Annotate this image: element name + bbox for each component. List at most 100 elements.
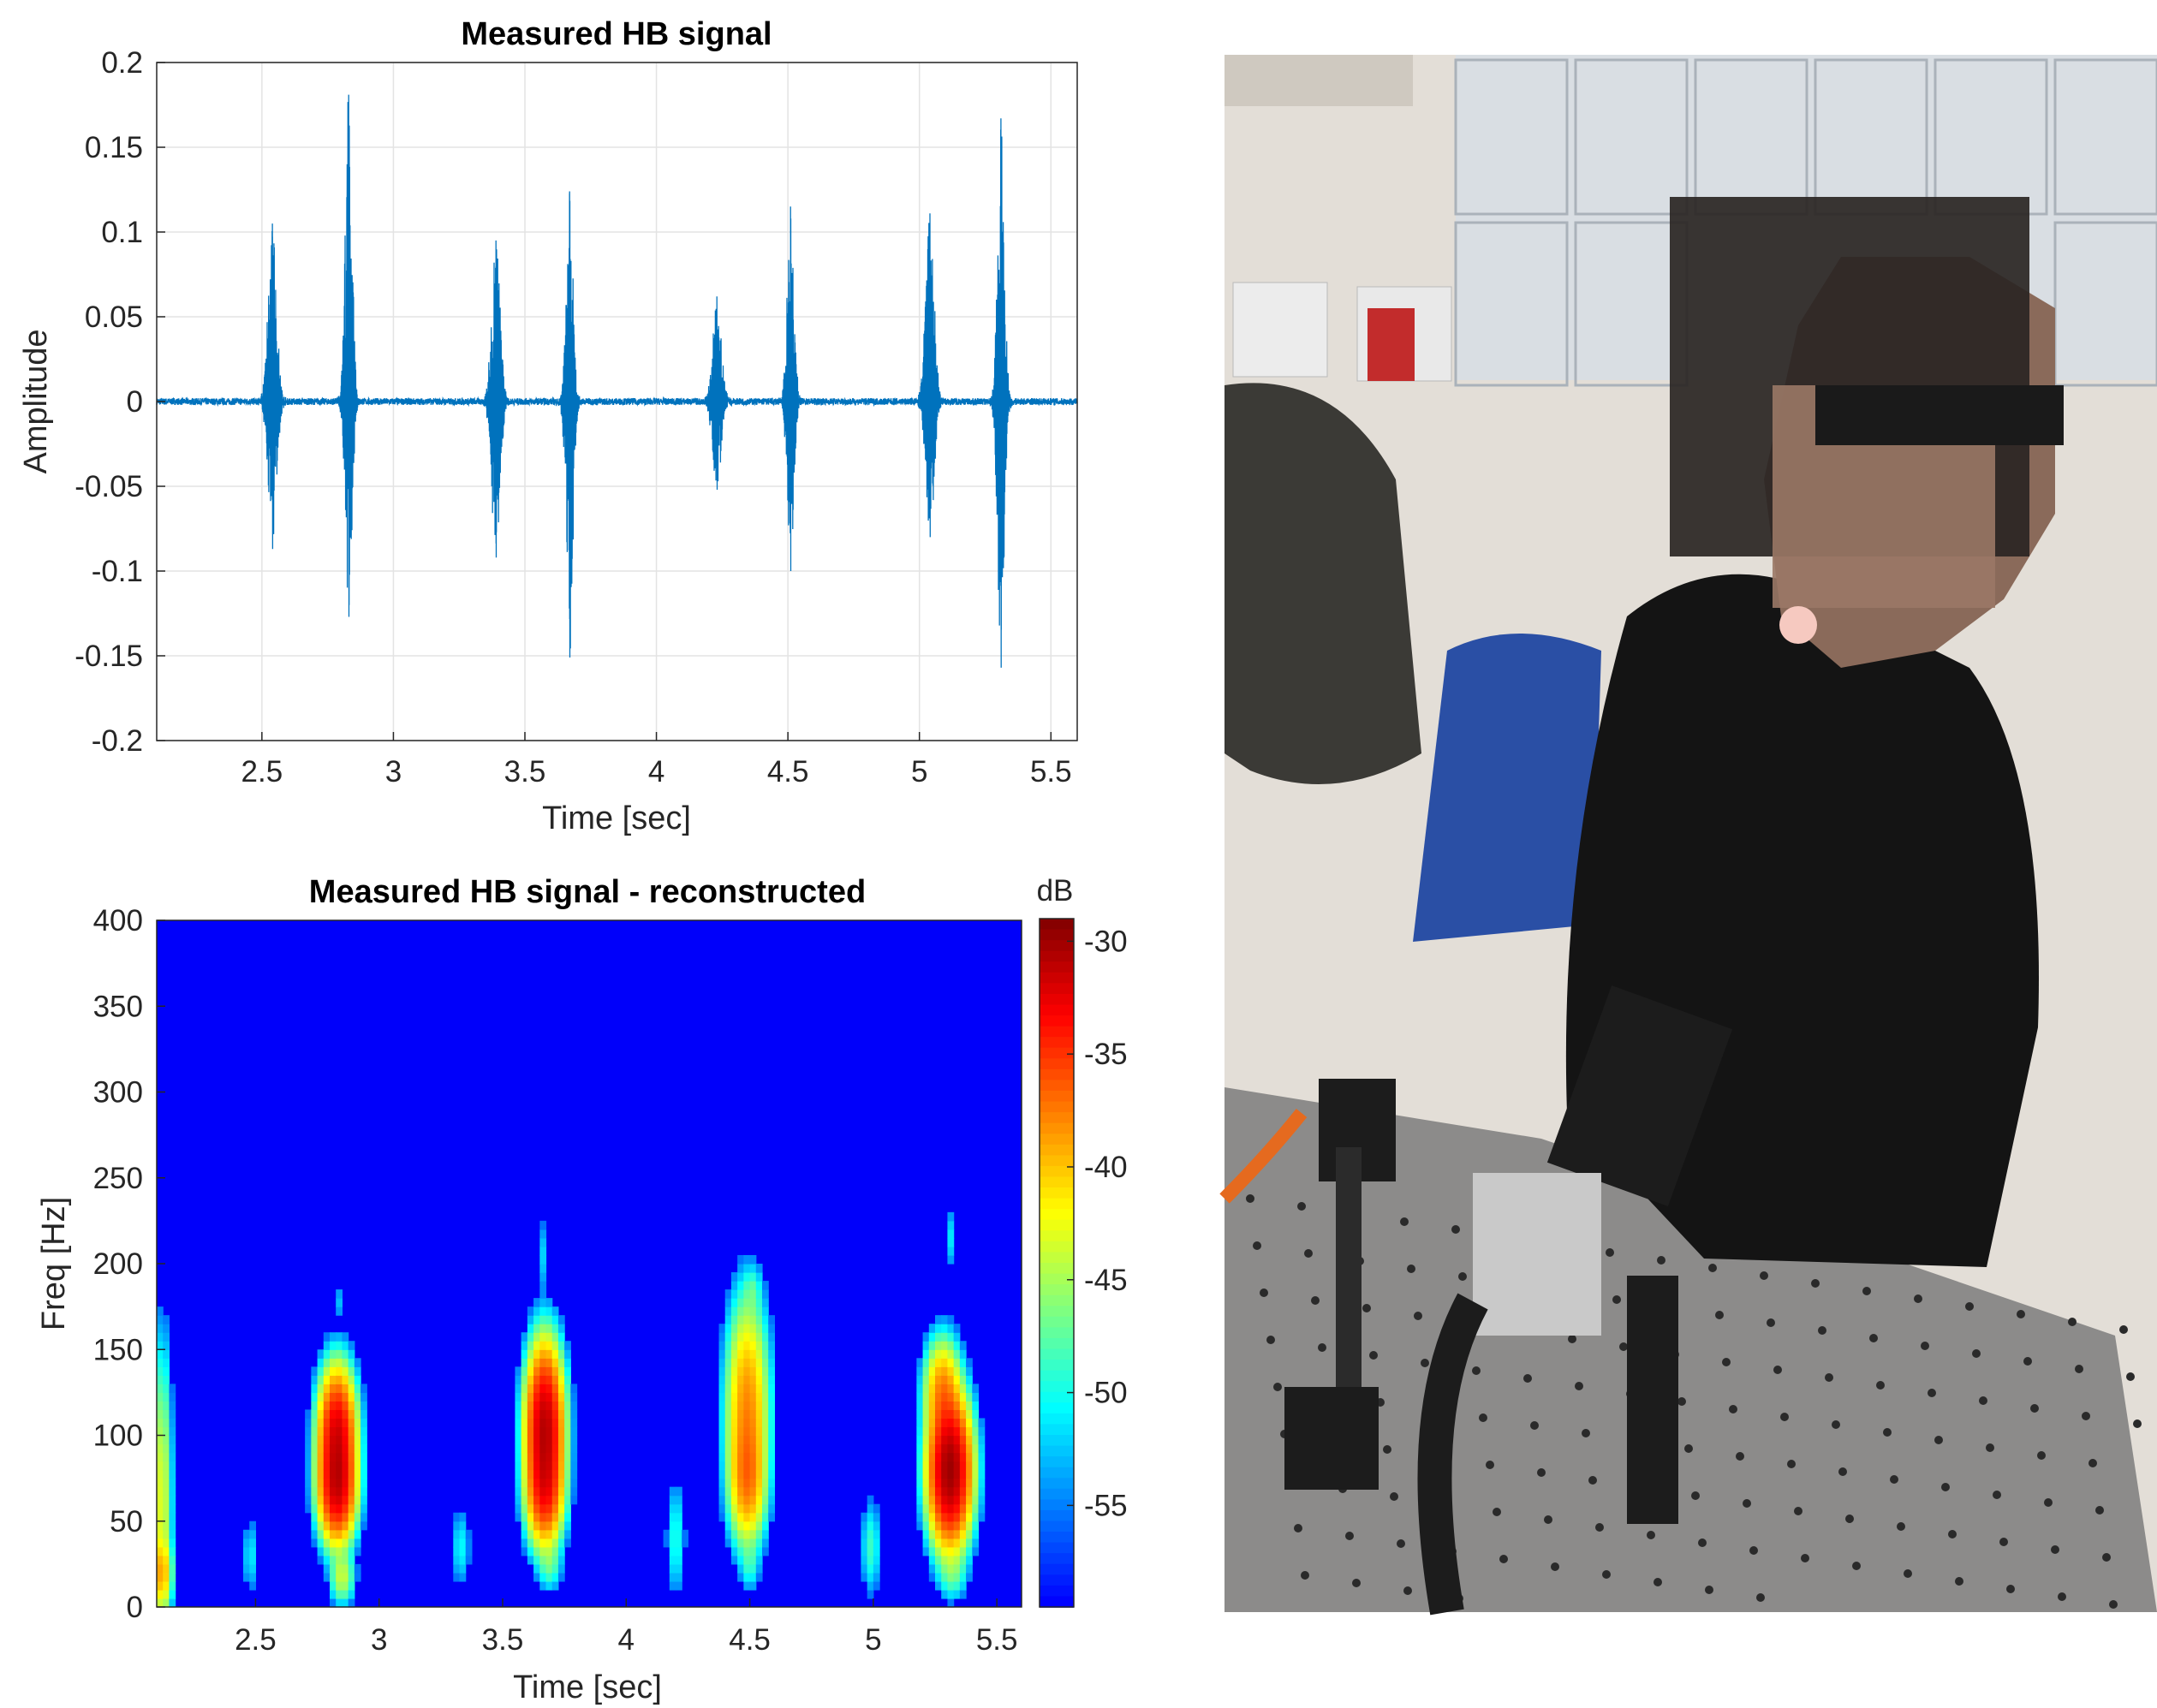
spectrogram-cell xyxy=(465,1538,473,1548)
table-hole xyxy=(1311,1296,1320,1305)
spectrogram-cell xyxy=(360,1478,367,1488)
spectrogram-cell xyxy=(342,1418,349,1428)
spectrogram-cell xyxy=(163,1521,170,1531)
table-hole xyxy=(1904,1569,1912,1578)
spectrogram-cell xyxy=(935,1384,942,1393)
spectrogram-cell xyxy=(157,1358,164,1367)
spectrogram-cell xyxy=(354,1469,361,1479)
spectrogram-cell xyxy=(718,1495,726,1505)
spectrogram-cell xyxy=(916,1401,924,1411)
spectrogram-cell xyxy=(762,1478,769,1488)
spectrogram-cell xyxy=(743,1538,751,1548)
spectrogram-cell xyxy=(336,1298,343,1307)
spectrogram-cell xyxy=(768,1469,776,1479)
table-hole xyxy=(1362,1304,1371,1312)
colorbar-swatch xyxy=(1040,1187,1074,1199)
spectrogram-cell xyxy=(928,1461,936,1471)
colorbar-swatch xyxy=(1040,1122,1074,1135)
table-hole xyxy=(1537,1468,1546,1477)
spectrogram-cell xyxy=(157,1315,164,1324)
spectrogram-cell xyxy=(564,1486,571,1497)
spectrogram-cell xyxy=(966,1546,973,1556)
table-hole xyxy=(1760,1271,1768,1280)
spectrogram-cell xyxy=(551,1555,559,1565)
spectrogram-cell xyxy=(330,1512,337,1522)
spectrogram-cell xyxy=(169,1401,176,1411)
colorbar-swatch xyxy=(1040,1037,1074,1049)
spectrogram-cell xyxy=(867,1512,874,1522)
table-hole xyxy=(1986,1443,1994,1452)
spectrogram-cell xyxy=(157,1418,164,1428)
spectrogram-cell xyxy=(873,1563,880,1574)
spectrogram-cell xyxy=(669,1572,676,1582)
spectrogram-cell xyxy=(527,1366,534,1376)
spectrogram-cell xyxy=(743,1546,751,1556)
spectrogram-cell xyxy=(533,1306,540,1316)
spectrogram-cell xyxy=(539,1375,547,1384)
spectrogram-cell xyxy=(539,1392,547,1402)
spectrogram-cell xyxy=(718,1384,726,1393)
spectrogram-cell xyxy=(947,1409,955,1419)
spectrogram-cell xyxy=(966,1384,973,1393)
spectrogram-cell xyxy=(323,1529,331,1539)
spectrogram-cell xyxy=(157,1589,164,1599)
spectrogram-cell xyxy=(360,1435,367,1445)
spectrogram-cell xyxy=(768,1384,776,1393)
spectrogram-cell xyxy=(311,1418,319,1428)
signal-y-tick-label: 0 xyxy=(127,385,143,419)
table-hole xyxy=(1397,1539,1405,1548)
spectrogram-cell xyxy=(515,1426,522,1437)
spectrogram-cell xyxy=(336,1503,343,1514)
spectrogram-cell xyxy=(935,1426,942,1437)
spectrogram-cell xyxy=(336,1546,343,1556)
spectrogram-cell xyxy=(873,1512,880,1522)
spectrogram-cell xyxy=(163,1598,170,1608)
spectrogram-cell xyxy=(762,1521,769,1531)
spectrogram-cell xyxy=(737,1521,744,1531)
spectrogram-cell xyxy=(342,1563,349,1574)
table-hole xyxy=(1869,1334,1878,1342)
spectrogram-cell xyxy=(922,1461,930,1471)
spectrogram-cell xyxy=(527,1315,534,1324)
spectrogram-cell xyxy=(539,1529,547,1539)
spectrogram-cell xyxy=(743,1478,751,1488)
spectrogram-cell xyxy=(941,1315,949,1324)
spectrogram-cell xyxy=(317,1366,325,1376)
spectrogram-cell xyxy=(564,1366,571,1376)
spectrogram-cell xyxy=(336,1401,343,1411)
spectrogram-cell xyxy=(749,1392,757,1402)
spectrogram-cell xyxy=(922,1443,930,1454)
colorbar-swatch xyxy=(1040,1306,1074,1318)
spectrogram-cell xyxy=(157,1324,164,1333)
spectrogram-cell xyxy=(342,1486,349,1497)
spectrogram-cell xyxy=(163,1341,170,1350)
spectrogram-cell xyxy=(342,1538,349,1548)
table-hole xyxy=(1297,1202,1306,1211)
spectrogram-cell xyxy=(972,1521,980,1531)
spectrogram-cell xyxy=(755,1538,763,1548)
spectrogram-cell xyxy=(743,1443,751,1454)
spectrogram-cell xyxy=(348,1452,355,1462)
colorbar-swatch xyxy=(1040,1241,1074,1253)
spectrogram-cell xyxy=(928,1332,936,1342)
colorbar-swatch xyxy=(1040,940,1074,952)
spectrogram-cell xyxy=(972,1443,980,1454)
spectrogram-cell xyxy=(527,1375,534,1384)
spectrogram-cell xyxy=(570,1495,578,1505)
spectrogram-cell xyxy=(157,1563,164,1574)
table-hole xyxy=(1606,1248,1614,1257)
spectrogram-cell xyxy=(755,1521,763,1531)
spectrogram-cell xyxy=(564,1478,571,1488)
spectrogram-cell xyxy=(551,1529,559,1539)
spectrogram-cell xyxy=(916,1495,924,1505)
spectrogram-cell xyxy=(867,1529,874,1539)
spectrogram-cell xyxy=(342,1375,349,1384)
spectrogram-cell xyxy=(570,1435,578,1445)
spectrogram-cell xyxy=(959,1392,967,1402)
spectrogram-cell xyxy=(676,1555,682,1565)
spectrogram-cell xyxy=(972,1486,980,1497)
spectrogram-cell xyxy=(323,1546,331,1556)
spectrogram-cell xyxy=(737,1324,744,1333)
spectrogram-cell xyxy=(724,1341,732,1350)
spectrogram-cell xyxy=(323,1375,331,1384)
